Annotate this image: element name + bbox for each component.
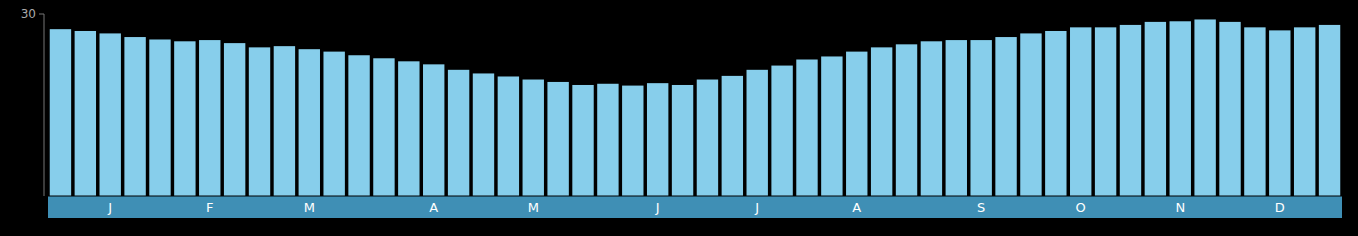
y-tick-label: 30 — [21, 7, 36, 21]
bars — [50, 19, 1341, 196]
x-tick-label: M — [528, 200, 539, 215]
bar — [1145, 22, 1166, 196]
bar — [871, 47, 892, 196]
bar — [423, 64, 444, 196]
x-tick-label: J — [107, 200, 112, 215]
bar — [448, 70, 469, 196]
bar — [249, 47, 270, 196]
bar — [1244, 27, 1265, 196]
y-axis-line — [44, 14, 45, 196]
chart-svg: J F M A M J J A S O N D 30 — [0, 0, 1358, 236]
bar — [323, 52, 344, 196]
bar — [1070, 27, 1091, 196]
bar — [747, 70, 768, 196]
bar — [50, 29, 71, 196]
x-tick-label: M — [304, 200, 315, 215]
bar — [498, 76, 519, 196]
x-tick-label: A — [852, 200, 861, 215]
x-tick-label: J — [754, 200, 759, 215]
bar — [970, 40, 991, 196]
bar — [1219, 22, 1240, 196]
month-band — [48, 196, 1342, 218]
bar — [1170, 21, 1191, 196]
bar — [1319, 25, 1340, 196]
bar — [697, 80, 718, 196]
bar — [299, 49, 320, 196]
bar — [995, 37, 1016, 196]
bar — [846, 52, 867, 196]
x-tick-label: N — [1175, 200, 1185, 215]
bar — [722, 76, 743, 196]
bar — [821, 56, 842, 196]
x-tick-label: J — [655, 200, 660, 215]
bar — [124, 37, 145, 196]
x-tick-label: F — [206, 200, 213, 215]
bar — [174, 41, 195, 196]
bar — [1120, 25, 1141, 196]
bar — [796, 60, 817, 197]
bar — [224, 43, 245, 196]
bar — [199, 40, 220, 196]
bar — [274, 46, 295, 196]
bar — [597, 84, 618, 196]
bar — [523, 80, 544, 196]
bar — [100, 33, 121, 196]
x-tick-label: A — [429, 200, 438, 215]
bar — [398, 61, 419, 196]
bar — [647, 83, 668, 196]
bar — [622, 86, 643, 196]
bar — [1045, 31, 1066, 196]
bar — [547, 82, 568, 196]
bar — [373, 58, 394, 196]
bar — [348, 55, 369, 196]
bar — [1269, 30, 1290, 196]
bar — [1020, 33, 1041, 196]
bar — [75, 31, 96, 196]
bar — [672, 85, 693, 196]
background — [0, 0, 1358, 236]
bar — [473, 73, 494, 196]
bar — [896, 44, 917, 196]
x-tick-label: S — [977, 200, 985, 215]
bar — [1095, 27, 1116, 196]
bar — [921, 41, 942, 196]
baseline — [48, 196, 1342, 197]
x-tick-label: D — [1275, 200, 1285, 215]
chart-container: J F M A M J J A S O N D 30 — [0, 0, 1358, 236]
x-tick-label: O — [1076, 200, 1086, 215]
bar — [1294, 27, 1315, 196]
bar — [1194, 19, 1215, 196]
y-tick — [39, 14, 44, 15]
bar — [149, 39, 170, 196]
bar — [771, 66, 792, 196]
bar — [946, 40, 967, 196]
bar — [572, 85, 593, 196]
